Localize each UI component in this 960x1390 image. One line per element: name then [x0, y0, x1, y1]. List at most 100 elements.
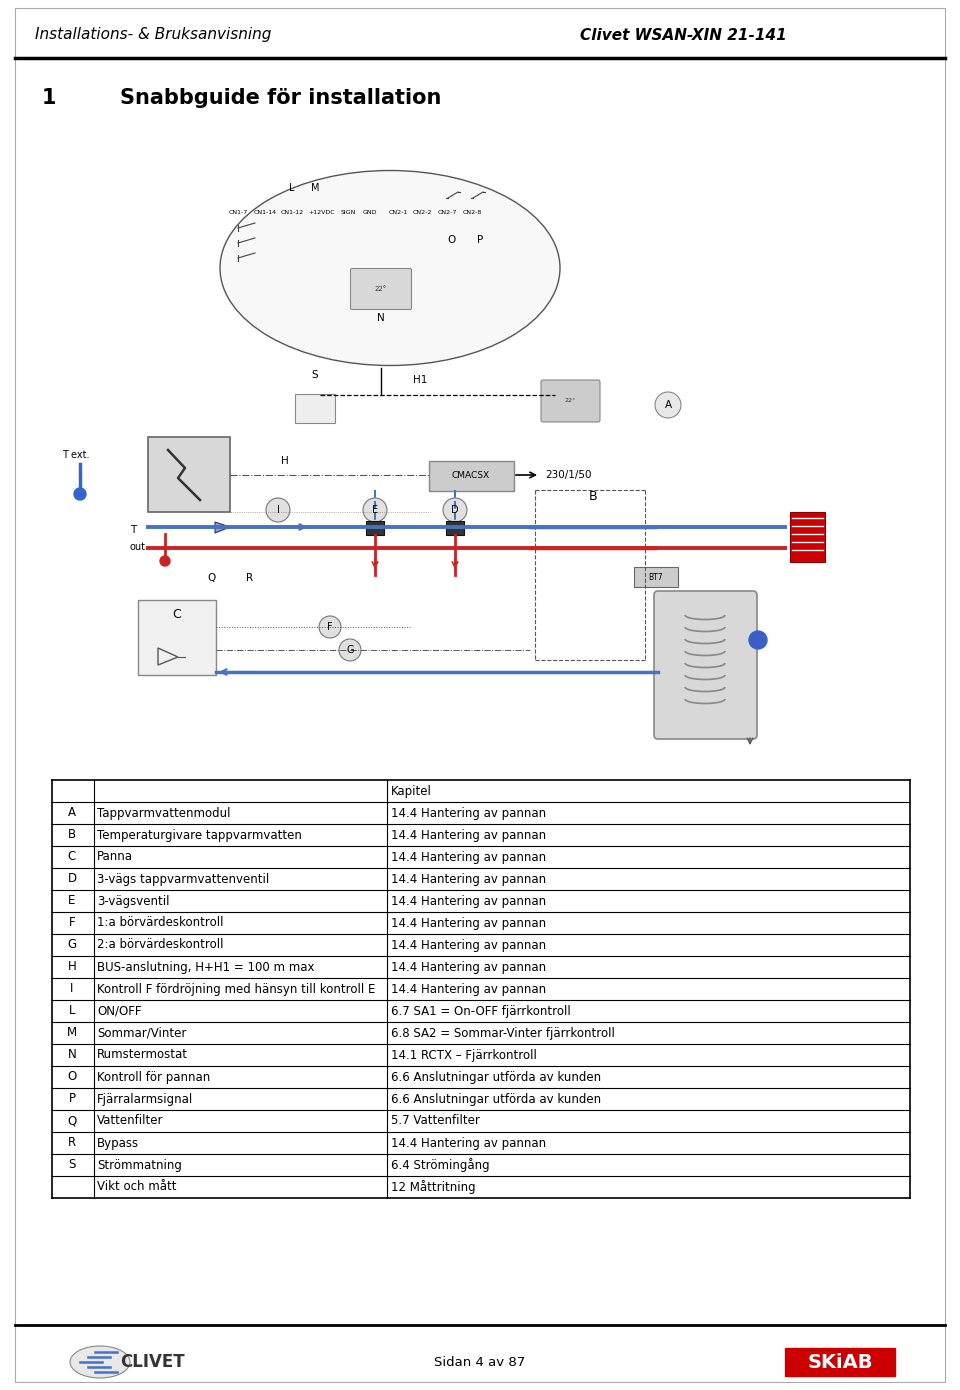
- Text: M: M: [311, 183, 320, 193]
- Text: 14.4 Hantering av pannan: 14.4 Hantering av pannan: [391, 1137, 546, 1150]
- Circle shape: [160, 556, 170, 566]
- FancyBboxPatch shape: [634, 567, 678, 587]
- Text: 14.4 Hantering av pannan: 14.4 Hantering av pannan: [391, 983, 546, 995]
- Text: C: C: [173, 609, 181, 621]
- Text: 14.4 Hantering av pannan: 14.4 Hantering av pannan: [391, 873, 546, 885]
- Bar: [446, 521, 464, 535]
- Circle shape: [74, 488, 86, 500]
- Text: BT7: BT7: [649, 573, 663, 581]
- Text: G: G: [347, 645, 353, 655]
- Text: 14.4 Hantering av pannan: 14.4 Hantering av pannan: [391, 806, 546, 820]
- Text: Installations- & Bruksanvisning: Installations- & Bruksanvisning: [35, 28, 272, 43]
- Text: 2:a börvärdeskontroll: 2:a börvärdeskontroll: [97, 938, 224, 952]
- Text: Sidan 4 av 87: Sidan 4 av 87: [434, 1355, 526, 1369]
- Text: 14.1 RCTX – Fjärrkontroll: 14.1 RCTX – Fjärrkontroll: [391, 1048, 537, 1062]
- Text: Strömmatning: Strömmatning: [97, 1158, 181, 1172]
- Text: CN1-12: CN1-12: [280, 210, 303, 215]
- Text: Temperaturgivare tappvarmvatten: Temperaturgivare tappvarmvatten: [97, 828, 301, 841]
- Text: CN2-8: CN2-8: [463, 210, 482, 215]
- Text: CLIVET: CLIVET: [120, 1352, 184, 1371]
- Circle shape: [363, 498, 387, 523]
- Text: R: R: [247, 573, 253, 582]
- Text: 6.6 Anslutningar utförda av kunden: 6.6 Anslutningar utförda av kunden: [391, 1070, 601, 1083]
- Text: N: N: [67, 1048, 77, 1062]
- Text: I: I: [276, 505, 279, 516]
- Text: D: D: [67, 873, 77, 885]
- Text: B: B: [68, 828, 76, 841]
- Circle shape: [266, 498, 290, 523]
- Text: out: out: [130, 542, 146, 552]
- Text: H: H: [67, 960, 77, 973]
- Text: CN2-1: CN2-1: [389, 210, 408, 215]
- Circle shape: [749, 631, 767, 649]
- Text: Kontroll för pannan: Kontroll för pannan: [97, 1070, 210, 1083]
- Text: Tappvarmvattenmodul: Tappvarmvattenmodul: [97, 806, 230, 820]
- Text: 6.4 Strömingång: 6.4 Strömingång: [391, 1158, 490, 1172]
- Text: A: A: [664, 400, 672, 410]
- Ellipse shape: [70, 1346, 130, 1377]
- Text: Rumstermostat: Rumstermostat: [97, 1048, 188, 1062]
- Text: F: F: [69, 916, 75, 930]
- Text: 14.4 Hantering av pannan: 14.4 Hantering av pannan: [391, 960, 546, 973]
- Bar: [148, 436, 230, 512]
- Text: Clivet WSAN-XIN 21-141: Clivet WSAN-XIN 21-141: [580, 28, 787, 43]
- Text: Vattenfilter: Vattenfilter: [97, 1115, 163, 1127]
- Text: Q: Q: [208, 573, 216, 582]
- Text: 14.4 Hantering av pannan: 14.4 Hantering av pannan: [391, 916, 546, 930]
- Text: 6.8 SA2 = Sommar-Vinter fjärrkontroll: 6.8 SA2 = Sommar-Vinter fjärrkontroll: [391, 1026, 614, 1040]
- Text: Bypass: Bypass: [97, 1137, 139, 1150]
- Text: T: T: [130, 525, 136, 535]
- Text: L: L: [69, 1005, 75, 1017]
- Text: 1: 1: [42, 88, 57, 108]
- Text: Kontroll F fördröjning med hänsyn till kontroll E: Kontroll F fördröjning med hänsyn till k…: [97, 983, 375, 995]
- Text: G: G: [67, 938, 77, 952]
- Text: Fjärralarmsignal: Fjärralarmsignal: [97, 1093, 193, 1105]
- Text: E: E: [68, 895, 76, 908]
- Circle shape: [339, 639, 361, 662]
- Text: B: B: [588, 489, 597, 503]
- Text: 14.4 Hantering av pannan: 14.4 Hantering av pannan: [391, 895, 546, 908]
- Text: P: P: [68, 1093, 76, 1105]
- Text: 6.7 SA1 = On-OFF fjärrkontroll: 6.7 SA1 = On-OFF fjärrkontroll: [391, 1005, 571, 1017]
- Text: S: S: [312, 370, 319, 379]
- Text: 22°: 22°: [374, 286, 387, 292]
- Text: Sommar/Vinter: Sommar/Vinter: [97, 1026, 186, 1040]
- Text: CN2-2: CN2-2: [412, 210, 432, 215]
- Text: 22°: 22°: [564, 399, 576, 403]
- Text: I: I: [70, 983, 74, 995]
- Text: 12 Måttritning: 12 Måttritning: [391, 1180, 475, 1194]
- Text: N: N: [377, 313, 385, 322]
- Text: O: O: [67, 1070, 77, 1083]
- Text: P: P: [477, 235, 483, 245]
- FancyBboxPatch shape: [428, 460, 514, 491]
- Text: BUS-anslutning, H+H1 = 100 m max: BUS-anslutning, H+H1 = 100 m max: [97, 960, 315, 973]
- Text: ON/OFF: ON/OFF: [97, 1005, 141, 1017]
- Text: S: S: [68, 1158, 76, 1172]
- Text: Q: Q: [67, 1115, 77, 1127]
- Text: 230/1/50: 230/1/50: [545, 470, 591, 480]
- Text: 14.4 Hantering av pannan: 14.4 Hantering av pannan: [391, 828, 546, 841]
- Text: M: M: [67, 1026, 77, 1040]
- Text: Panna: Panna: [97, 851, 133, 863]
- Text: SIGN: SIGN: [340, 210, 356, 215]
- Text: SKiAB: SKiAB: [807, 1352, 873, 1372]
- Text: R: R: [68, 1137, 76, 1150]
- FancyBboxPatch shape: [350, 268, 412, 310]
- Text: L: L: [289, 183, 295, 193]
- Ellipse shape: [220, 171, 560, 366]
- Text: A: A: [68, 806, 76, 820]
- Text: +12VDC: +12VDC: [309, 210, 335, 215]
- Text: Kapitel: Kapitel: [391, 784, 432, 798]
- Text: H1: H1: [413, 375, 427, 385]
- Text: Vikt och mått: Vikt och mått: [97, 1180, 177, 1194]
- Text: CN2-7: CN2-7: [438, 210, 457, 215]
- Text: 6.6 Anslutningar utförda av kunden: 6.6 Anslutningar utförda av kunden: [391, 1093, 601, 1105]
- Text: O: O: [448, 235, 456, 245]
- Text: 3-vägs tappvarmvattenventil: 3-vägs tappvarmvattenventil: [97, 873, 269, 885]
- FancyBboxPatch shape: [541, 379, 600, 423]
- Bar: [138, 600, 216, 676]
- Text: CN1-14: CN1-14: [253, 210, 276, 215]
- Text: CN1-7: CN1-7: [228, 210, 248, 215]
- Text: 3-vägsventil: 3-vägsventil: [97, 895, 170, 908]
- Bar: [366, 521, 384, 535]
